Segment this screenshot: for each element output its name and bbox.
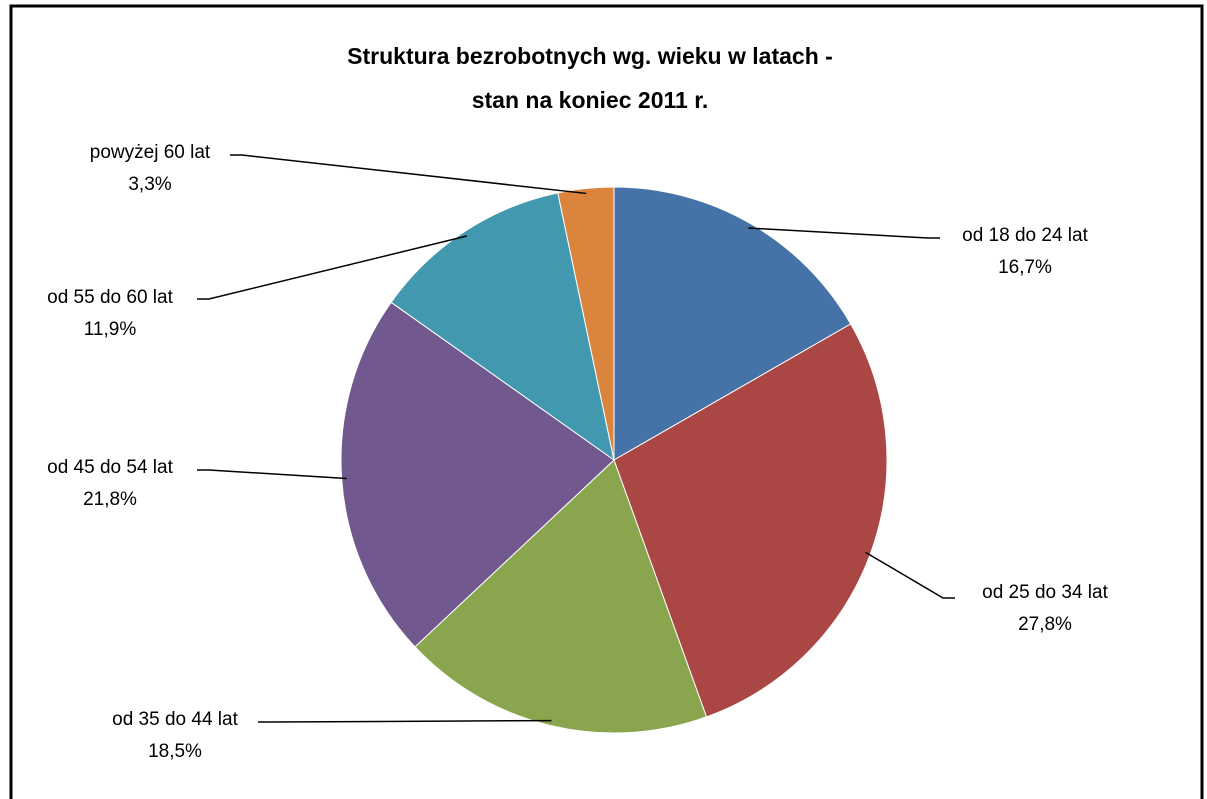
pie-slice (390, 192, 615, 462)
value-label: 3,3% (128, 174, 171, 195)
leader-line (865, 551, 955, 599)
slice-label: od 35 do 44 lat (112, 709, 238, 730)
chart-title: Struktura bezrobotnych wg. wieku w latac… (347, 43, 833, 69)
pie-slice (613, 186, 852, 461)
leader-line (748, 227, 940, 239)
slice-label: powyżej 60 lat (90, 142, 211, 163)
leader-line (197, 469, 347, 480)
value-label: 21,8% (83, 489, 137, 510)
pie-slice (414, 459, 708, 734)
value-label: 18,5% (148, 741, 202, 762)
slice-label: od 45 do 54 lat (47, 457, 173, 478)
leader-line (197, 235, 468, 300)
value-label: 27,8% (1018, 614, 1072, 635)
slice-label: od 25 do 34 lat (982, 582, 1108, 603)
pie-slice (557, 186, 615, 461)
value-label: 16,7% (998, 257, 1052, 278)
leader-line (258, 719, 552, 723)
slice-label: od 55 do 60 lat (47, 287, 173, 308)
value-label: 11,9% (84, 319, 137, 340)
chart-title: stan na koniec 2011 r. (472, 87, 709, 113)
leader-line (230, 154, 587, 195)
pie-slice (613, 323, 888, 718)
frame (9, 4, 1204, 799)
slice-label: od 18 do 24 lat (962, 225, 1088, 246)
